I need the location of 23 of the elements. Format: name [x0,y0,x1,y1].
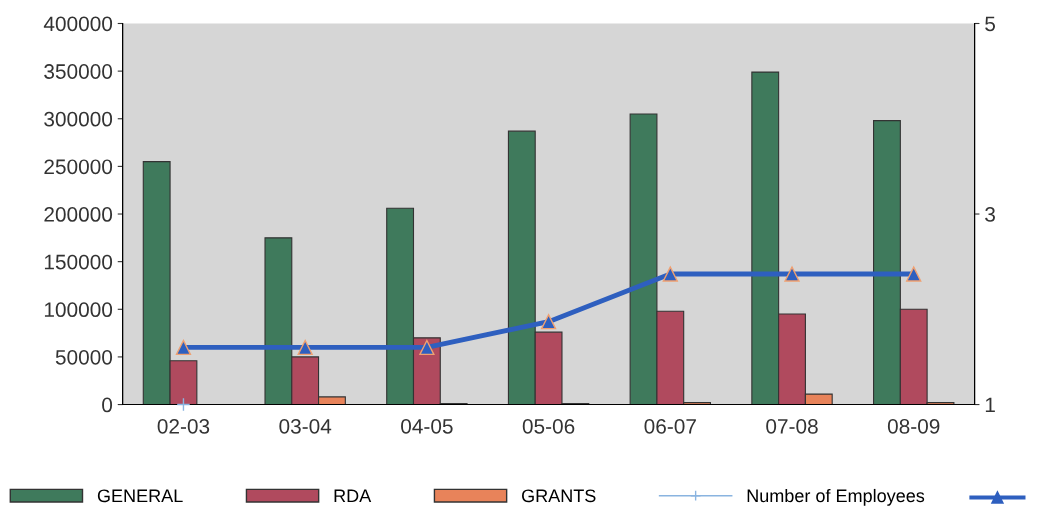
y-tick-label: 300000 [44,111,113,127]
y2-tick-label: 3 [985,207,995,222]
y-tick-label: 100000 [44,302,113,318]
x-tick-label: 04-05 [401,418,453,434]
y-tick-label: 50000 [55,349,113,365]
y-tick-label: 350000 [44,64,113,79]
y-tick-label: 400000 [43,16,113,32]
legend-label: RDA [334,489,372,502]
legend-label: GENERAL [97,489,183,503]
y2-tick-label: 1 [985,397,995,413]
legend-label: Number of Employees [747,488,925,506]
y-tick-label: 150000 [44,254,113,270]
x-tick-label: 03-04 [279,418,332,434]
x-tick-label: 02-03 [157,418,210,434]
y-tick-label: 0 [102,397,113,413]
x-tick-label: 07-08 [766,418,818,434]
x-tick-label: 06-07 [644,418,696,434]
y-tick-label: 200000 [44,207,113,222]
legend-label: GRANTS [522,489,596,503]
x-tick-label: 08-09 [887,418,940,434]
x-tick-label: 05-06 [522,418,575,434]
y2-tick-label: 5 [985,16,996,32]
y-tick-label: 250000 [44,159,113,175]
